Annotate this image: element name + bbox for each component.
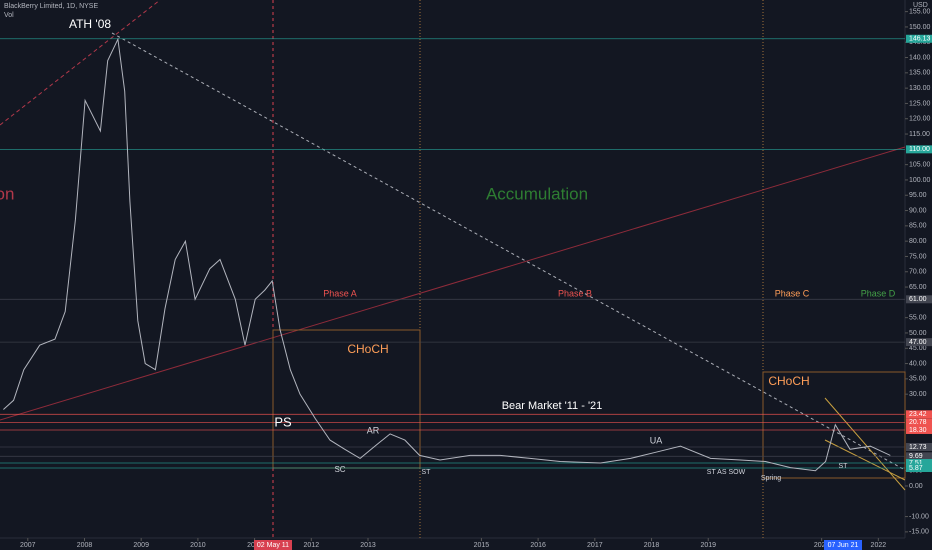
y-tick-label: 95.00 — [909, 192, 927, 199]
y-tick-label: 115.00 — [909, 131, 930, 138]
y-tick-label: 125.00 — [909, 100, 931, 107]
y-tick-label: 85.00 — [909, 223, 927, 230]
y-tick-label: 65.00 — [909, 284, 927, 291]
x-tick-label: 2009 — [133, 542, 149, 549]
x-tick-label: 2012 — [304, 542, 320, 549]
annotation: ATH '08 — [69, 17, 111, 31]
price-tag: 5.87 — [909, 465, 923, 472]
x-tick-label: 2016 — [530, 542, 546, 549]
annotation: Phase D — [861, 288, 896, 298]
price-tag-bg — [906, 34, 932, 43]
annotation: Phase B — [558, 288, 592, 298]
y-tick-label: -10.00 — [909, 513, 929, 520]
annotation: ST — [839, 463, 849, 470]
x-tick-label: 2017 — [587, 542, 603, 549]
volume-label: Vol — [4, 12, 14, 19]
y-tick-label: 0.00 — [909, 483, 923, 490]
price-tag-bg — [906, 145, 932, 154]
annotation: ST — [422, 469, 432, 476]
date-label-bg — [824, 540, 862, 550]
y-tick-label: 50.00 — [909, 330, 927, 337]
annotation: on — [0, 184, 14, 203]
price-tag-bg — [906, 295, 932, 304]
date-label: 02 May 11 — [257, 542, 289, 549]
y-tick-label: 90.00 — [909, 207, 927, 214]
price-tag-bg — [906, 418, 932, 427]
y-tick-label: 100.00 — [909, 177, 931, 184]
annotation: UA — [650, 435, 663, 445]
annotation: SC — [334, 465, 345, 474]
price-line — [3, 37, 891, 472]
x-tick-label: 2019 — [700, 542, 716, 549]
y-tick-label: 105.00 — [909, 161, 931, 168]
y-tick-label: 30.00 — [909, 391, 927, 398]
price-tag: 23.42 — [909, 411, 927, 418]
x-tick-label: 2007 — [20, 542, 36, 549]
annotation: Spring — [761, 475, 781, 482]
trend-line — [0, 0, 161, 126]
price-tag-bg — [906, 452, 932, 461]
y-tick-label: -15.00 — [909, 529, 929, 536]
price-tag: 20.78 — [909, 419, 927, 426]
annotation: AR — [367, 425, 380, 435]
y-tick-label: 75.00 — [909, 253, 927, 260]
x-tick-label: 2013 — [360, 542, 376, 549]
y-tick-label: 70.00 — [909, 269, 927, 276]
price-tag: 110.00 — [909, 146, 930, 153]
y-tick-label: 80.00 — [909, 238, 927, 245]
wedge-line — [824, 397, 906, 491]
y-tick-label: 45.00 — [909, 345, 927, 352]
price-tag-bg — [906, 425, 932, 434]
y-tick-label: 40.00 — [909, 360, 927, 367]
annotation: Bear Market '11 - '21 — [502, 400, 603, 412]
y-tick-label: 130.00 — [909, 85, 931, 92]
annotation: CHoCH — [347, 342, 388, 356]
annotation: ST AS SOW — [707, 469, 746, 476]
x-tick-label: 2018 — [644, 542, 660, 549]
x-tick-label: 2021 — [814, 542, 830, 549]
price-tag: 9.69 — [909, 453, 923, 460]
annotation: Phase A — [323, 288, 357, 298]
currency-label: USD — [913, 2, 928, 9]
annotation: CHoCH — [768, 374, 809, 388]
price-tag-bg — [906, 464, 932, 473]
price-tag-bg — [906, 458, 932, 467]
price-tag-bg — [906, 338, 932, 347]
x-tick-label: 2015 — [474, 542, 490, 549]
y-tick-label: 55.00 — [909, 315, 927, 322]
y-tick-label: 35.00 — [909, 376, 927, 383]
y-tick-label: 135.00 — [909, 70, 931, 77]
x-tick-label: 2010 — [190, 542, 206, 549]
x-tick-label: 2008 — [77, 542, 93, 549]
price-tag: 18.30 — [909, 427, 927, 434]
y-tick-label: 140.00 — [909, 54, 931, 61]
trend-line — [111, 32, 906, 471]
annotation: Accumulation — [486, 184, 588, 203]
choch-box — [762, 371, 906, 479]
date-label-bg — [254, 540, 292, 550]
symbol-title: BlackBerry Limited, 1D, NYSE — [4, 3, 98, 10]
date-label: 07 Jun 21 — [828, 542, 859, 549]
annotation: Phase C — [775, 288, 810, 298]
y-tick-label: 150.00 — [909, 24, 931, 31]
x-tick-label: 2022 — [871, 542, 887, 549]
price-tag: 7.51 — [909, 460, 923, 467]
y-tick-label: 120.00 — [909, 116, 931, 123]
price-tag-bg — [906, 410, 932, 419]
annotation: PS — [274, 414, 292, 429]
price-tag: 146.13 — [909, 36, 931, 43]
trend-line — [0, 146, 906, 421]
price-tag: 61.00 — [909, 296, 927, 303]
price-tag: 12.73 — [909, 444, 927, 451]
price-tag-bg — [906, 443, 932, 452]
y-tick-label: 155.00 — [909, 8, 931, 15]
price-tag: 47.00 — [909, 339, 927, 346]
